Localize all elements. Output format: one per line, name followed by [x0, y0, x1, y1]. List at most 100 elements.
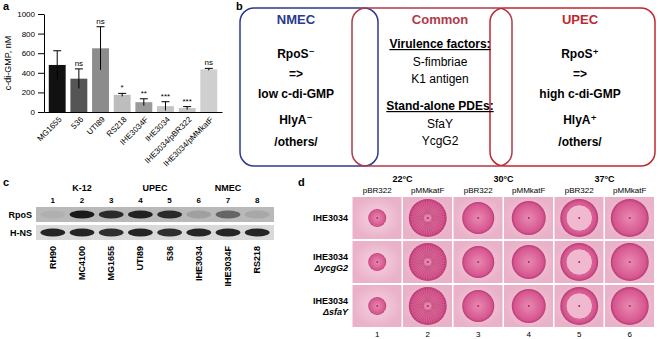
- error-cap: [75, 68, 83, 69]
- plate: [605, 197, 654, 239]
- column-number: 1: [375, 330, 380, 339]
- colony: [611, 243, 649, 281]
- strain-label: IHE3034ΔycgG2: [313, 252, 348, 273]
- plot-area: [49, 27, 217, 112]
- lane-number: 6: [197, 196, 202, 205]
- strain-label: 536: [165, 246, 175, 261]
- section-heading: Virulence factors:: [389, 37, 490, 51]
- plate: [353, 285, 402, 327]
- column-number: 2: [426, 330, 431, 339]
- tick-label: 600: [22, 49, 36, 58]
- error-bar: [205, 68, 213, 70]
- inoculum: [629, 261, 631, 263]
- box-title: UPEC: [562, 12, 599, 27]
- strain-label: UTI89: [135, 246, 145, 271]
- agar: [403, 285, 452, 327]
- wrinkle: [430, 266, 436, 278]
- wrinkle: [432, 303, 446, 305]
- band: [157, 229, 182, 237]
- strain-label: IHE3034F: [223, 246, 233, 287]
- wrinkle: [412, 308, 424, 314]
- wrinkle: [432, 218, 446, 219]
- plate: [353, 241, 402, 283]
- group-label: NMEC: [215, 183, 242, 193]
- wrinkle: [429, 266, 433, 279]
- wrinkle: [415, 293, 425, 303]
- y-axis: 02004006008001000: [17, 10, 44, 117]
- mutation: ΔycgG2: [313, 263, 348, 273]
- wrinkle: [432, 256, 445, 260]
- y-tick: 1000: [17, 10, 44, 19]
- band: [157, 211, 182, 219]
- colony: [512, 245, 546, 279]
- error-cap: [183, 106, 191, 107]
- plate: [403, 285, 452, 327]
- error-cap: [205, 68, 213, 69]
- colony: [462, 246, 494, 278]
- agar: [403, 197, 452, 239]
- error-bar: [53, 51, 61, 79]
- inoculum: [477, 217, 479, 219]
- plate: [605, 241, 654, 283]
- wrinkle: [420, 290, 426, 302]
- wrinkle: [431, 293, 441, 303]
- wrinkle: [429, 201, 433, 214]
- panel-label: b: [236, 0, 243, 12]
- wrinkle: [429, 310, 433, 323]
- error-cap: [118, 93, 126, 94]
- panel-label: a: [3, 0, 10, 12]
- error-bar: [118, 93, 126, 96]
- wrinkle: [422, 266, 426, 279]
- error-cap: [53, 50, 61, 51]
- wrinkle: [429, 245, 433, 258]
- error-bar: [140, 99, 148, 106]
- colony: [462, 290, 494, 322]
- axis-line: [45, 112, 223, 113]
- wrinkle: [431, 254, 443, 260]
- lane-number: 3: [109, 196, 114, 205]
- inoculum: [376, 217, 378, 219]
- wrinkle: [411, 263, 424, 267]
- colony: [368, 297, 386, 315]
- colony-center: [566, 293, 593, 320]
- box-line: high c-di-GMP: [539, 87, 620, 101]
- wrinkle: [415, 205, 425, 215]
- inoculum: [629, 305, 631, 307]
- colony: [368, 209, 386, 227]
- band: [245, 229, 270, 237]
- wrinkle: [431, 210, 443, 216]
- lane-number: 4: [138, 196, 143, 205]
- wrinkle: [428, 222, 430, 236]
- inoculum: [427, 305, 429, 307]
- agar: [555, 285, 604, 327]
- wrinkle: [410, 219, 424, 221]
- wrinkle: [429, 289, 433, 302]
- colony: [409, 243, 447, 281]
- column-number: 5: [577, 330, 582, 339]
- wrinkle: [432, 215, 446, 217]
- agar: [403, 241, 452, 283]
- plasmid: pMMkatF: [411, 186, 444, 195]
- plate: [504, 197, 553, 239]
- strain-label: IHE3034: [313, 213, 348, 223]
- inoculum: [578, 261, 580, 263]
- wrinkle: [429, 222, 433, 235]
- tick-label: 536: [69, 115, 85, 131]
- wrinkle: [427, 288, 428, 302]
- colony: [512, 289, 546, 323]
- y-tick: 0: [31, 108, 44, 117]
- significance: ns: [96, 17, 104, 26]
- wrinkle: [410, 218, 424, 219]
- wrinkle: [431, 265, 441, 275]
- wrinkle: [420, 202, 426, 214]
- colony-center: [566, 205, 593, 232]
- group-label: K-12: [72, 183, 92, 193]
- mutation: ΔsfaY: [322, 307, 349, 317]
- strain-label: MG1655: [106, 246, 116, 281]
- band: [216, 211, 241, 219]
- wrinkle: [422, 222, 426, 235]
- x-tick: IHE3034/pMMkatF: [162, 112, 216, 169]
- x-axis: MG1655536UTI89RS218IHE3034FIHE3034IHE303…: [36, 112, 223, 169]
- error-bar: [161, 102, 169, 111]
- plate: [555, 197, 604, 239]
